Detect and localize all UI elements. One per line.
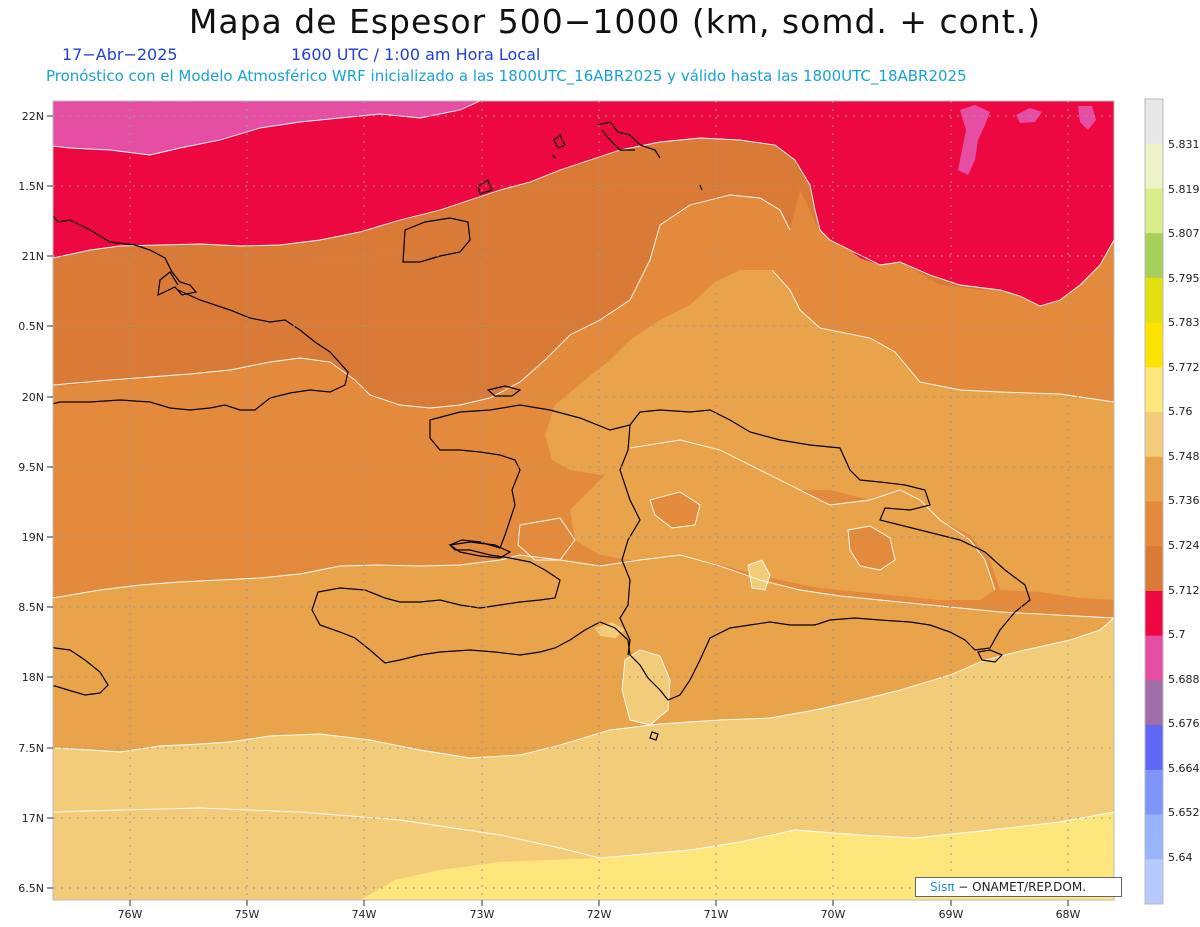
colorbar-label: 5.7 — [1168, 628, 1186, 641]
band-5712-west — [53, 160, 800, 408]
band-5724-patch-c — [518, 518, 575, 560]
lat-labels: 22N 1.5N 21N 0.5N 20N 9.5N 19N 8.5N 18N … — [18, 110, 44, 895]
colorbar-label: 5.676 — [1168, 717, 1200, 730]
map-title: Mapa de Espesor 500−1000 (km, somd. + co… — [188, 2, 1042, 41]
band-5724-center — [760, 225, 1114, 402]
lon-label: 73W — [470, 908, 495, 921]
colorbar-swatch — [1145, 546, 1163, 592]
saona-island — [977, 649, 1004, 663]
colorbar-swatches — [1145, 99, 1163, 905]
colorbar-swatch — [1145, 769, 1163, 816]
colorbar-label: 5.688 — [1168, 673, 1200, 686]
lon-label: 70W — [821, 908, 846, 921]
small-bahamas — [551, 134, 703, 191]
lon-label: 69W — [939, 908, 964, 921]
colorbar: 5.831 5.819 5.807 5.795 5.783 5.772 5.76… — [1144, 98, 1200, 905]
lat-label: 17N — [22, 812, 44, 825]
map-frame — [52, 100, 1115, 901]
colorbar-label: 5.772 — [1168, 361, 1200, 374]
colorbar-label: 5.807 — [1168, 227, 1200, 240]
lat-axis — [47, 115, 53, 889]
band-5748-patch-a — [622, 650, 670, 725]
forecast-date: 17−Abr−2025 — [62, 45, 178, 64]
contour-lines — [53, 101, 1114, 859]
lon-label: 76W — [118, 908, 143, 921]
lon-labels: 76W 75W 74W 73W 72W 71W 70W 69W 68W — [118, 908, 1081, 921]
colorbar-label: 5.736 — [1168, 494, 1200, 507]
lat-label: 8.5N — [18, 601, 44, 614]
lat-label: 22N — [22, 110, 44, 123]
lat-label: 18N — [22, 671, 44, 684]
lat-label: 0.5N — [18, 320, 44, 333]
band-5748-patch-b — [748, 560, 770, 590]
credit-organization: − ONAMET/REP.DOM. — [958, 880, 1087, 894]
caicos-small — [477, 179, 493, 195]
band-5688-east — [958, 105, 990, 175]
colorbar-label: 5.748 — [1168, 450, 1200, 463]
lon-label: 68W — [1056, 908, 1081, 921]
band-5724-patch-b — [650, 492, 700, 528]
colorbar-swatch — [1145, 99, 1163, 145]
colorbar-label: 5.724 — [1168, 539, 1200, 552]
colorbar-swatch — [1145, 456, 1163, 502]
great-inagua — [402, 217, 471, 263]
band-5688-east2 — [1078, 106, 1096, 130]
colorbar-label: 5.652 — [1168, 806, 1200, 819]
lon-label: 72W — [587, 908, 612, 921]
lat-label: 1.5N — [18, 180, 44, 193]
hispaniola-coast — [311, 404, 1031, 701]
colorbar-label: 5.831 — [1168, 138, 1200, 151]
lat-label: 21N — [22, 250, 44, 263]
lat-label: 19N — [22, 531, 44, 544]
lat-label: 20N — [22, 391, 44, 404]
colorbar-swatch — [1145, 635, 1163, 681]
colorbar-frame — [1144, 98, 1164, 905]
lat-label: 7.5N — [18, 742, 44, 755]
colorbar-label: 5.795 — [1168, 272, 1200, 285]
graticule — [53, 101, 1114, 900]
cuba-coast — [53, 214, 349, 411]
colorbar-swatch — [1145, 859, 1163, 905]
lon-axis — [129, 900, 1069, 906]
band-5748-patch-c — [595, 622, 625, 638]
colorbar-swatch — [1145, 143, 1163, 189]
colorbar-swatch — [1145, 367, 1163, 413]
gonave-island — [448, 541, 512, 559]
band-5700 — [53, 101, 1114, 306]
thickness-fill-layer — [53, 101, 1114, 900]
sispi-logo-text: Sisπ — [930, 880, 955, 894]
colorbar-swatch — [1145, 725, 1163, 771]
colorbar-label: 5.712 — [1168, 584, 1200, 597]
lat-label: 9.5N — [18, 461, 44, 474]
colorbar-swatch — [1145, 277, 1163, 324]
lon-label: 75W — [235, 908, 260, 921]
colorbar-label: 5.664 — [1168, 762, 1200, 775]
colorbar-swatch — [1145, 233, 1163, 279]
colorbar-label: 5.819 — [1168, 183, 1200, 196]
band-5724-patch-a — [848, 526, 895, 570]
credit-box: Sisπ − ONAMET/REP.DOM. — [915, 877, 1122, 897]
colorbar-label: 5.76 — [1168, 405, 1193, 418]
colorbar-swatch — [1145, 590, 1163, 637]
lon-label: 74W — [352, 908, 377, 921]
jamaica-coast — [53, 646, 109, 696]
beata-island — [649, 731, 659, 741]
colorbar-labels: 5.831 5.819 5.807 5.795 5.783 5.772 5.76… — [1168, 138, 1200, 864]
model-subtitle: Pronóstico con el Modelo Atmosférico WRF… — [46, 67, 967, 85]
lon-label: 71W — [704, 908, 729, 921]
colorbar-swatch — [1145, 680, 1163, 726]
colorbar-swatch — [1145, 814, 1163, 860]
tortuga-island — [486, 385, 522, 397]
forecast-time: 1600 UTC / 1:00 am Hora Local — [291, 45, 541, 64]
colorbar-swatch — [1145, 412, 1163, 458]
colorbar-swatch — [1145, 501, 1163, 547]
colorbar-swatch — [1145, 322, 1163, 368]
lat-label: 6.5N — [18, 882, 44, 895]
colorbar-label: 5.783 — [1168, 316, 1200, 329]
colorbar-label: 5.64 — [1168, 851, 1193, 864]
turks-caicos — [597, 121, 661, 159]
colorbar-swatch — [1145, 188, 1163, 234]
